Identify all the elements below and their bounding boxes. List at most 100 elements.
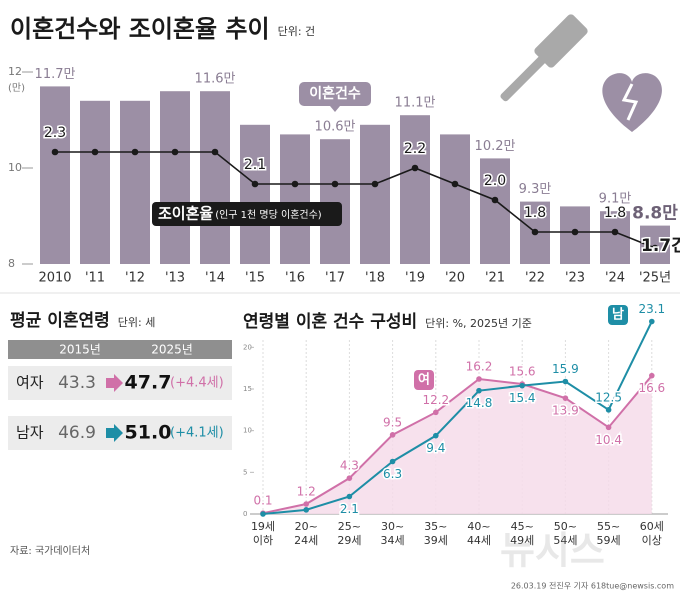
x-tick-label: '13 [165,271,185,286]
point-label: 0.1 [253,494,272,508]
rate-label: 2.3 [44,125,66,141]
rate-point [451,180,459,188]
old-value: 43.3 [58,373,96,393]
x-tick-label: '14 [205,271,225,286]
y-tick-label: 12 [8,65,22,78]
rate-label: 1.7건 [641,236,680,256]
x-tick-label: '24 [605,271,625,286]
bar [480,158,510,264]
point-label: 6.3 [383,467,402,481]
y-tick-label: 0 [243,510,247,518]
x-tick-label: 2010 [38,271,71,286]
point [346,475,353,481]
point-label: 23.1 [638,302,665,316]
point-label: 12.5 [595,390,622,404]
rate-point [491,196,499,204]
bar [360,124,390,264]
point-label: 14.8 [466,396,493,410]
rate-point [411,164,419,172]
point-label: 4.3 [340,459,359,473]
column-header: 2025년 [151,343,193,357]
legend-box [414,370,434,390]
x-tick-label: 25~ [338,520,361,533]
rate-point [651,244,659,252]
bar-label: 11.6만 [195,72,236,87]
point [303,501,310,507]
x-tick-label: 45~ [511,520,534,533]
x-tick-label: '19 [405,271,425,286]
section-title: 이혼건수와 조이혼율 추이 [10,15,270,43]
point [346,493,353,500]
rate-label: 1.8 [524,205,546,221]
point [389,458,396,465]
x-tick-label: '11 [85,271,105,286]
bar [600,211,630,264]
x-tick-label: '17 [325,271,345,286]
x-tick-label: 59세 [597,534,621,547]
x-tick-label: 34세 [381,534,405,547]
row-label: 여자 [16,374,44,392]
bar [240,124,270,264]
rate-point [171,148,179,156]
x-tick-label: 54세 [553,534,577,547]
bar [280,134,310,264]
point [260,511,266,517]
point [476,376,482,382]
rate-point [211,148,219,156]
unit-label: 단위: 세 [118,316,156,329]
series-line [262,321,653,515]
point [303,507,310,513]
legend-label: 조이혼율 [158,205,213,223]
section-title: 연령별 이혼 건수 구성비 [243,311,417,332]
bar-label: 10.6만 [315,120,356,135]
rate-label: 1.8 [604,205,626,221]
rate-point [571,228,579,236]
point-label: 2.1 [340,502,359,516]
credit: 26.03.19 전진우 기자 618tue@newsis.com [511,581,674,591]
point [605,424,612,431]
bar [200,91,230,264]
bar [80,100,110,264]
rate-point [331,180,339,188]
point [605,407,612,413]
legend-label: 이혼건수 [309,85,361,102]
x-tick-label: '18 [365,271,385,286]
x-tick-label: 이상 [642,534,662,547]
rate-line [55,151,656,249]
y-tick-label: 5 [243,468,247,476]
arrow [106,374,123,392]
rate-point [371,180,379,188]
watermark: 뉴시스 [500,529,605,573]
rate-point [611,228,619,236]
point-label: 10.4 [595,433,622,447]
point [433,432,439,439]
x-tick-label: 19세 [251,520,275,533]
x-tick-label: 20~ [295,520,318,533]
rate-point [531,228,539,236]
point [562,378,569,385]
x-tick-label: '16 [285,271,305,286]
x-tick-label: 49세 [510,534,534,547]
legend-label: 남 [612,307,624,323]
old-value: 46.9 [58,423,96,443]
x-tick-label: '20 [445,271,465,286]
column-header: 2015년 [59,343,101,357]
bar [320,139,350,264]
point-label: 9.4 [426,441,445,455]
area [263,375,652,514]
legend-label: 여 [418,372,430,388]
legend-note: (인구 1천 명당 이혼건수) [215,208,322,221]
y-tick-label: 10 [8,161,22,174]
x-tick-label: '23 [565,271,585,286]
point [649,318,655,325]
bar-label: 11.7만 [35,67,76,82]
rate-label: 2.1 [244,157,266,173]
point [562,395,569,401]
change-label: (+4.4세) [170,376,224,391]
gavel-handle [500,53,549,102]
x-tick-label: '15 [245,271,265,286]
table-header [8,340,232,359]
section-title: 평균 이혼연령 [10,310,110,331]
y-axis-label: (만) [8,82,25,94]
